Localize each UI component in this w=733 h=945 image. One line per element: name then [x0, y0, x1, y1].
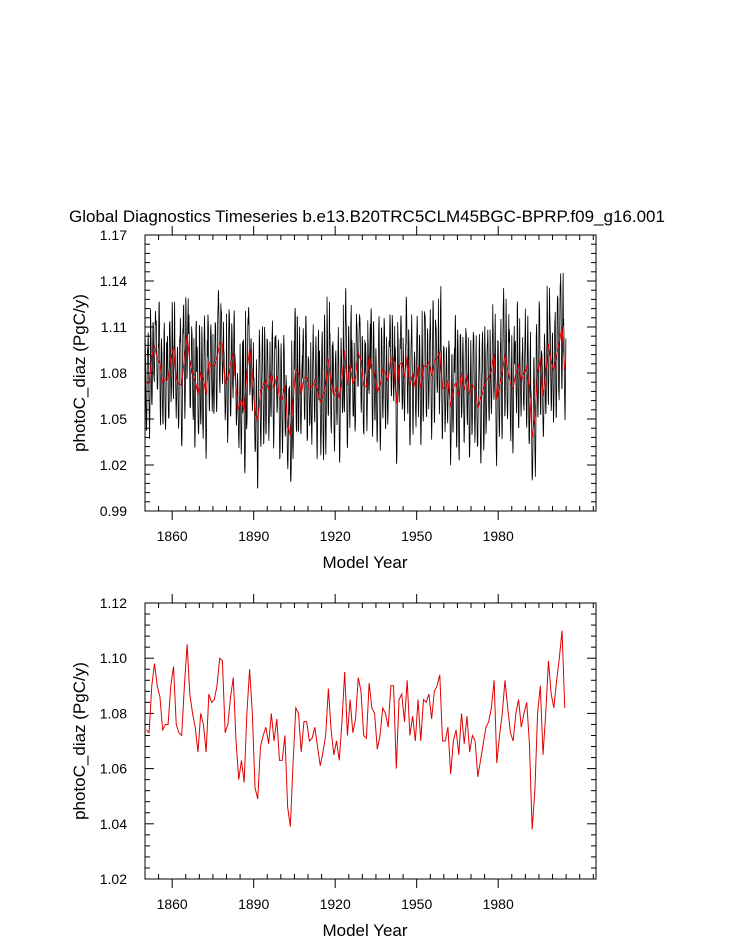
- top-x-tick-label: 1920: [320, 528, 351, 544]
- bottom-series: [146, 630, 566, 830]
- top-plot-frame: [144, 234, 597, 512]
- top-series: [144, 273, 567, 489]
- bottom-x-tick-label: 1890: [238, 896, 269, 912]
- bottom-x-tick-label: 1920: [320, 896, 351, 912]
- bottom-x-ticks: 1860 1890 1920 1950 1980: [144, 594, 594, 912]
- bottom-y-tick-label: 1.04: [100, 816, 127, 832]
- chart-title: Global Diagnostics Timeseries b.e13.B20T…: [69, 207, 665, 226]
- bottom-plot-frame: [144, 602, 597, 880]
- top-y-tick-label: 1.17: [100, 227, 127, 243]
- bottom-x-tick-label: 1950: [401, 896, 432, 912]
- top-x-ticks: 1860 1890 1920 1950 1980: [144, 226, 594, 544]
- top-x-tick-label: 1890: [238, 528, 269, 544]
- top-x-tick-label: 1980: [483, 528, 514, 544]
- top-annual-mean-series-line: [146, 326, 566, 438]
- top-y-axis-label: photoC_diaz (PgC/y): [70, 294, 89, 452]
- top-y-tick-label: 1.08: [100, 365, 127, 381]
- bottom-x-axis-label: Model Year: [322, 921, 407, 940]
- bottom-y-tick-label: 1.02: [100, 871, 127, 887]
- bottom-y-tick-label: 1.06: [100, 761, 127, 777]
- top-x-axis-label: Model Year: [322, 553, 407, 572]
- bottom-y-ticks: 1.02 1.04 1.06 1.08 1.10 1.12: [100, 595, 596, 887]
- bottom-y-tick-label: 1.10: [100, 650, 127, 666]
- top-monthly-series-line: [144, 273, 567, 489]
- top-y-tick-label: 1.02: [100, 457, 127, 473]
- top-x-tick-label: 1860: [157, 528, 188, 544]
- bottom-y-axis-label: photoC_diaz (PgC/y): [70, 662, 89, 820]
- bottom-annual-mean-series-line: [146, 630, 566, 830]
- bottom-y-tick-label: 1.12: [100, 595, 127, 611]
- top-y-tick-label: 0.99: [100, 503, 127, 519]
- top-y-tick-label: 1.11: [101, 319, 127, 335]
- top-y-tick-label: 1.14: [100, 273, 127, 289]
- bottom-x-tick-label: 1980: [483, 896, 514, 912]
- top-panel: Global Diagnostics Timeseries b.e13.B20T…: [69, 207, 665, 572]
- bottom-x-tick-label: 1860: [157, 896, 188, 912]
- top-y-tick-label: 1.05: [100, 411, 127, 427]
- top-x-tick-label: 1950: [401, 528, 432, 544]
- bottom-y-tick-label: 1.08: [100, 705, 127, 721]
- top-y-ticks: 0.99 1.02 1.05 1.08 1.11 1.14 1.17: [100, 227, 596, 519]
- bottom-panel: 1.02 1.04 1.06 1.08 1.10 1.12 1860 1890 1920 195…: [70, 594, 597, 940]
